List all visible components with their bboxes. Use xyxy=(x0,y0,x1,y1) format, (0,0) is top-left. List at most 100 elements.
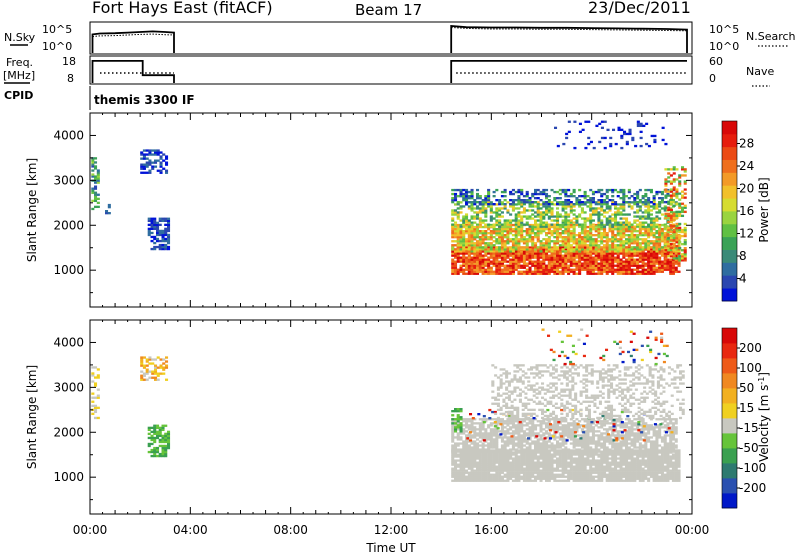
freq-line xyxy=(450,60,687,83)
power-cell xyxy=(616,232,620,235)
velocity-cell xyxy=(156,356,160,359)
velocity-cell xyxy=(465,440,469,443)
velocity-cell xyxy=(641,461,645,464)
velocity-cell xyxy=(666,453,670,456)
power-cell xyxy=(492,260,496,263)
power-cell xyxy=(575,252,579,255)
power-cell xyxy=(619,217,623,220)
power-cell xyxy=(675,202,679,205)
velocity-cell xyxy=(498,473,502,476)
power-cell xyxy=(597,240,601,243)
velocity-cell xyxy=(633,479,637,482)
velocity-cell xyxy=(586,461,590,464)
power-cell xyxy=(550,232,554,235)
velocity-cell xyxy=(522,459,526,462)
power-cell xyxy=(578,238,582,241)
power-cell xyxy=(672,180,676,183)
velocity-cell xyxy=(154,364,158,367)
power-cell xyxy=(478,219,482,222)
velocity-cell xyxy=(454,477,458,480)
power-cell xyxy=(671,246,675,249)
power-cell xyxy=(567,188,571,192)
power-cell xyxy=(456,254,460,257)
power-cell xyxy=(628,130,632,134)
velocity-cell xyxy=(633,449,637,452)
power-cell xyxy=(664,206,668,209)
velocity-cell xyxy=(638,455,642,458)
power-cell xyxy=(683,182,687,185)
power-cell xyxy=(677,238,681,241)
power-cell xyxy=(467,244,471,247)
power-cell xyxy=(487,201,491,204)
power-cell xyxy=(678,174,682,177)
velocity-cell xyxy=(547,449,551,452)
power-cell xyxy=(597,266,601,269)
power-cell xyxy=(520,230,524,233)
power-cell xyxy=(619,205,623,208)
power-cell xyxy=(561,205,565,208)
power-cell xyxy=(678,214,682,218)
power-cell xyxy=(633,228,637,231)
velocity-cell xyxy=(459,479,463,482)
power-cell xyxy=(597,244,601,247)
velocity-cell xyxy=(641,463,645,466)
velocity-cell xyxy=(489,465,493,468)
power-cell xyxy=(605,197,609,200)
power-cell xyxy=(589,242,593,245)
power-cell xyxy=(567,120,571,123)
power-cell xyxy=(653,138,657,142)
velocity-cell xyxy=(567,457,571,460)
velocity-cell xyxy=(572,471,576,474)
power-cell xyxy=(547,205,551,208)
velocity-cell xyxy=(641,477,645,480)
power-cell xyxy=(520,188,524,192)
power-cell xyxy=(608,254,612,257)
power-cell xyxy=(608,250,612,253)
power-cell xyxy=(605,232,609,235)
power-cell xyxy=(600,262,604,265)
power-cell xyxy=(487,190,491,194)
power-cell xyxy=(597,252,601,255)
power-cell xyxy=(465,215,469,218)
power-cell xyxy=(638,215,642,218)
power-cell xyxy=(638,238,642,241)
power-cell xyxy=(545,240,549,243)
power-cell xyxy=(636,219,640,222)
velocity-cell xyxy=(649,463,653,466)
power-cell xyxy=(622,188,626,192)
power-cell xyxy=(105,212,109,215)
velocity-cell xyxy=(517,479,521,482)
velocity-cell xyxy=(517,451,521,454)
noise-tick-left-top: 10^5 xyxy=(42,23,72,36)
velocity-cell xyxy=(465,469,469,472)
power-cell xyxy=(628,128,632,132)
velocity-cell xyxy=(619,455,623,458)
velocity-cell xyxy=(652,465,656,468)
power-cell xyxy=(542,250,546,253)
power-cell xyxy=(627,203,631,206)
power-cell xyxy=(451,254,455,257)
power-cell xyxy=(675,190,679,193)
velocity-cell xyxy=(569,471,573,474)
velocity-cell xyxy=(481,471,485,474)
power-cell xyxy=(556,225,560,229)
power-cell xyxy=(511,209,515,212)
velocity-cell xyxy=(558,463,562,466)
velocity-cell xyxy=(522,457,526,460)
power-cell xyxy=(667,226,671,230)
velocity-cell xyxy=(465,477,469,480)
power-cell xyxy=(150,227,154,231)
power-cell xyxy=(534,266,538,269)
power-cell xyxy=(473,201,477,204)
velocity-cell xyxy=(484,463,488,466)
power-cell xyxy=(649,262,653,265)
power-cell xyxy=(470,238,474,241)
velocity-cell xyxy=(658,471,662,474)
velocity-cell xyxy=(594,459,598,462)
velocity-cell xyxy=(545,455,549,458)
power-cell xyxy=(91,191,95,194)
power-cell xyxy=(456,230,460,233)
velocity-cell xyxy=(478,475,482,478)
power-cell xyxy=(456,188,460,192)
power-colorbar-swatch xyxy=(722,249,737,263)
